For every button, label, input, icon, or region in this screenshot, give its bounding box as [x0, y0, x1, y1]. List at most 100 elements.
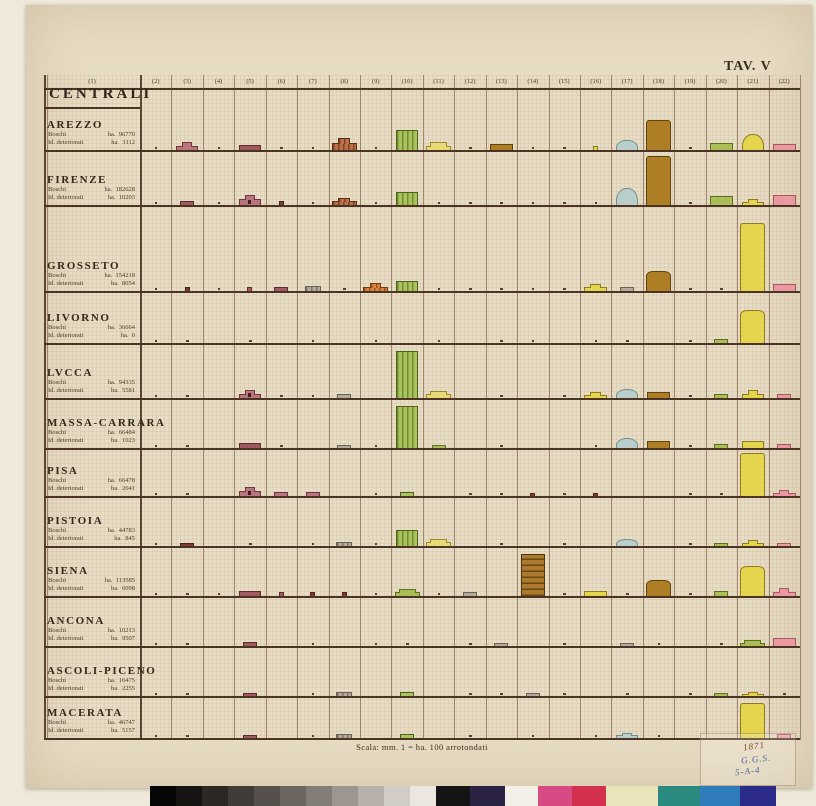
- deteriorati-value: ha. 2255: [110, 685, 135, 693]
- boschi-value: ha. 66484: [107, 429, 135, 437]
- bar-body: [242, 693, 258, 696]
- value-speck: [594, 445, 598, 447]
- value-speck: [689, 543, 692, 545]
- value-speck: [311, 395, 315, 397]
- deteriorati-label: Id. deteriorati: [48, 635, 84, 643]
- grid-vertical-rule: [642, 75, 644, 740]
- value-speck: [469, 493, 472, 495]
- value-speck: [374, 493, 378, 495]
- boschi-label: Boschi: [48, 186, 67, 194]
- bar-arezzo-col10: [396, 130, 419, 150]
- bar-pistoia-col17: [615, 539, 639, 546]
- calibration-color-patch: [436, 786, 470, 806]
- deteriorati-stat: Id. deteriorati ha. 845: [47, 535, 137, 543]
- bar-body: [620, 287, 635, 291]
- bar-body: [777, 734, 792, 738]
- bar-lvcca-col20: [714, 394, 729, 398]
- calibration-gray-step: [254, 786, 280, 806]
- calibration-color-patch: [505, 786, 538, 806]
- row-massa-carrara: MASSA-CARRARA Boschi ha. 66484 Id. deterior…: [44, 400, 800, 450]
- province-name: MACERATA: [47, 707, 123, 720]
- boschi-stat: Boschi ha. 96770: [47, 131, 137, 139]
- calibration-gray-step: [306, 786, 332, 806]
- province-name: PISTOIA: [47, 515, 104, 528]
- calibration-color-patch: [606, 786, 658, 806]
- value-speck: [689, 288, 692, 290]
- boschi-label: Boschi: [48, 627, 67, 635]
- bar-siena-col18: [646, 580, 672, 596]
- bar-siena-col16: [584, 591, 608, 596]
- deteriorati-stat: Id. deteriorati ha. 2641: [47, 485, 137, 493]
- bar-body: [772, 638, 796, 646]
- bar-arezzo-col17: [615, 140, 639, 150]
- bar-massa-carrara-col20: [714, 444, 729, 448]
- grid-vertical-rule: [737, 75, 739, 740]
- bar-body: [396, 530, 419, 546]
- boschi-value: ha. 46747: [107, 719, 135, 727]
- row-label: PISTOIA Boschi ha. 44783 Id. deteriorati ha.…: [47, 515, 137, 543]
- bar-bump: [338, 198, 351, 202]
- column-header: (5): [246, 78, 254, 85]
- bar-body: [238, 145, 262, 150]
- bar-arezzo-col11: [426, 142, 452, 150]
- grid-vertical-rule: [548, 75, 550, 740]
- bar-ascoli-piceno-col14: [525, 693, 540, 696]
- value-speck: [720, 493, 723, 495]
- bar-bump: [430, 391, 448, 395]
- value-speck: [311, 543, 315, 545]
- column-header: (11): [433, 78, 444, 85]
- value-speck: [531, 340, 535, 342]
- bar-pisa-col21: [740, 453, 766, 496]
- province-name: ASCOLI-PICENO: [47, 665, 157, 678]
- bar-lvcca-col10: [396, 351, 419, 398]
- bar-arezzo-col5: [238, 145, 262, 150]
- bar-body: [180, 543, 195, 546]
- bar-body: [242, 735, 258, 738]
- bar-body: [772, 284, 796, 291]
- bar-bump: [621, 733, 633, 736]
- value-speck: [469, 288, 472, 290]
- column-header: (2): [151, 78, 160, 85]
- column-header: (18): [653, 78, 664, 85]
- grid-vertical-rule: [580, 75, 581, 740]
- value-speck: [437, 288, 441, 290]
- deteriorati-stat: Id. deteriorati ha. 9507: [47, 635, 137, 643]
- bar-body: [238, 443, 262, 448]
- value-speck: [500, 445, 503, 447]
- calibration-gray-step: [410, 786, 436, 806]
- bar-lvcca-col21: [741, 390, 765, 398]
- bar-body: [593, 146, 599, 150]
- value-speck: [406, 643, 409, 645]
- bar-base: [331, 143, 357, 150]
- deteriorati-label: Id. deteriorati: [48, 332, 84, 340]
- bar-macerata-col21: [740, 703, 766, 738]
- value-speck: [531, 288, 535, 290]
- boschi-stat: Boschi ha. 36664: [47, 324, 137, 332]
- value-speck: [500, 693, 503, 695]
- bar-body: [740, 703, 766, 738]
- bar-pisa-col10: [400, 492, 415, 496]
- boschi-label: Boschi: [48, 379, 67, 387]
- bar-body: [400, 492, 415, 496]
- grid-vertical-rule: [454, 75, 456, 740]
- value-speck: [217, 202, 221, 204]
- grid-vertical-rule: [768, 75, 770, 740]
- bar-massa-carrara-col18: [647, 441, 670, 448]
- value-speck: [217, 147, 221, 149]
- bar-body: [396, 281, 419, 291]
- deteriorati-stat: Id. deteriorati ha. 5581: [47, 387, 137, 395]
- bar-bump: [590, 284, 601, 288]
- bar-ancona-col13: [494, 643, 509, 646]
- province-name: SIENA: [47, 565, 89, 578]
- boschi-value: ha. 16475: [107, 677, 135, 685]
- boschi-label: Boschi: [48, 272, 67, 280]
- boschi-value: ha. 10213: [107, 627, 135, 635]
- bar-dark-mark: [248, 491, 252, 495]
- bar-grosseto-col7: [305, 286, 321, 291]
- bar-firenze-col3: [180, 201, 195, 205]
- bar-bump: [744, 640, 762, 644]
- value-speck: [311, 340, 315, 342]
- value-speck: [343, 288, 346, 290]
- column-header: (3): [183, 78, 191, 85]
- row-label: ANCONA Boschi ha. 10213 Id. deteriorati ha. …: [47, 615, 137, 643]
